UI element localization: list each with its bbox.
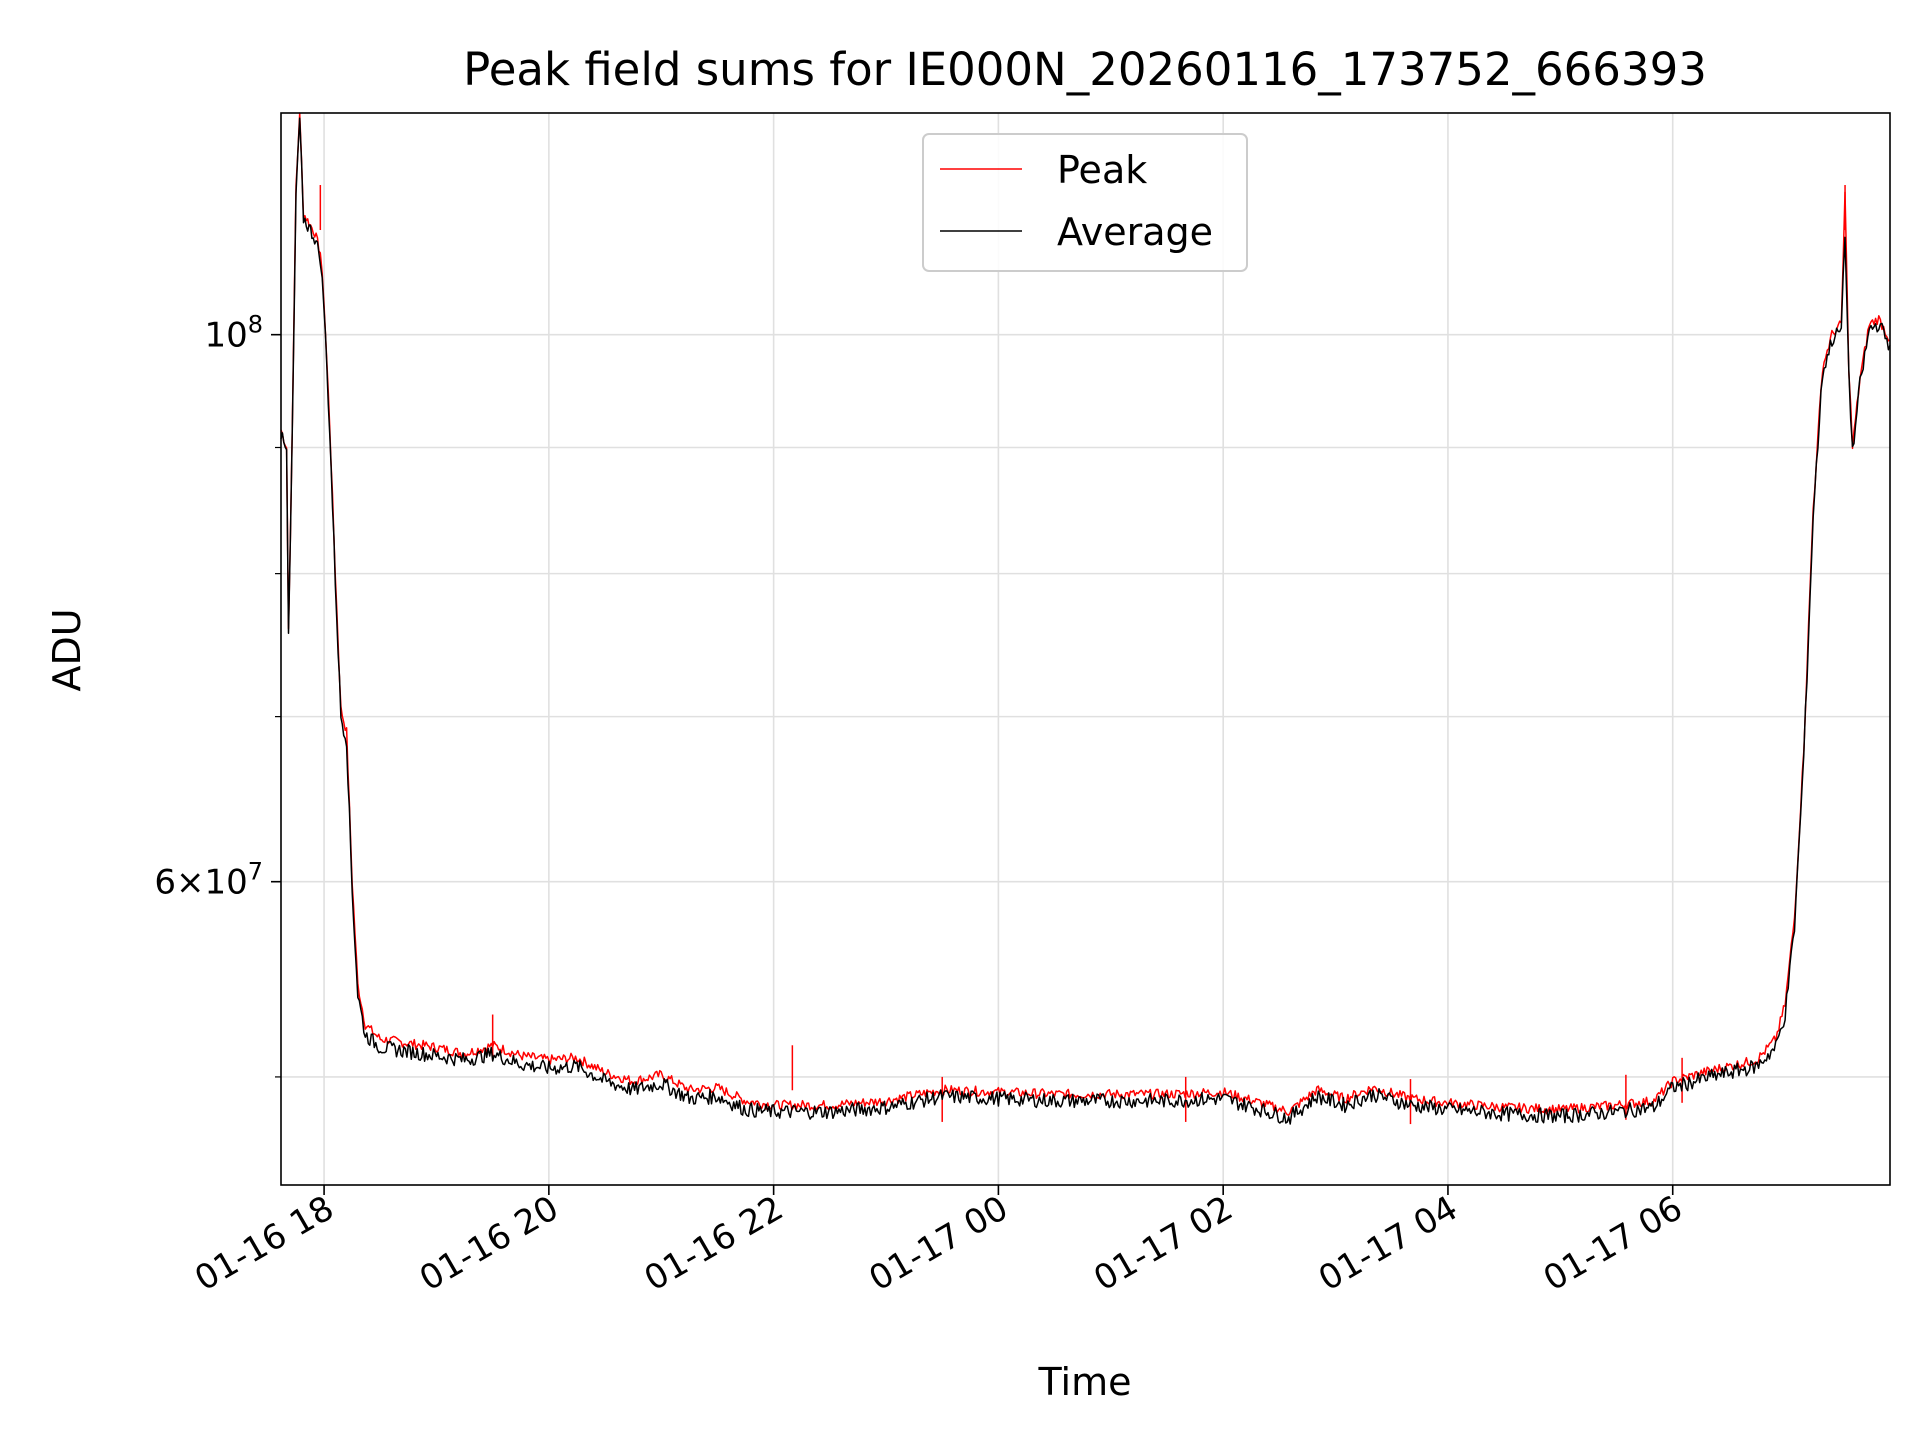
x-tick-label: 01-17 06: [1537, 1188, 1689, 1299]
x-tick-label: 01-16 20: [413, 1188, 565, 1299]
x-tick-label: 01-17 04: [1312, 1188, 1464, 1299]
chart-title: Peak field sums for IE000N_20260116_1737…: [463, 43, 1707, 96]
x-axis-label: Time: [1038, 1360, 1132, 1404]
x-tick-label: 01-17 02: [1087, 1188, 1239, 1299]
series-average-line: [280, 117, 1891, 1125]
x-tick-label: 01-16 22: [638, 1188, 790, 1299]
y-tick-label: 6×107: [154, 858, 263, 903]
plot-frame: [280, 112, 1891, 1186]
grid-layer: [281, 113, 1890, 1185]
legend: Peak Average: [922, 133, 1248, 272]
x-tick-label: 01-16 18: [188, 1188, 340, 1299]
series-layer: [280, 112, 1891, 1125]
x-axis: 01-16 18 01-16 20 01-16 22 01-17 00 01-17 02…: [188, 1185, 1689, 1299]
legend-label-peak: Peak: [1057, 148, 1147, 192]
legend-label-average: Average: [1057, 210, 1213, 254]
y-axis-label: ADU: [45, 608, 89, 691]
y-tick-label: 108: [204, 311, 263, 356]
x-tick-label: 01-17 00: [863, 1188, 1015, 1299]
y-axis: 6×107 108: [154, 311, 281, 1078]
